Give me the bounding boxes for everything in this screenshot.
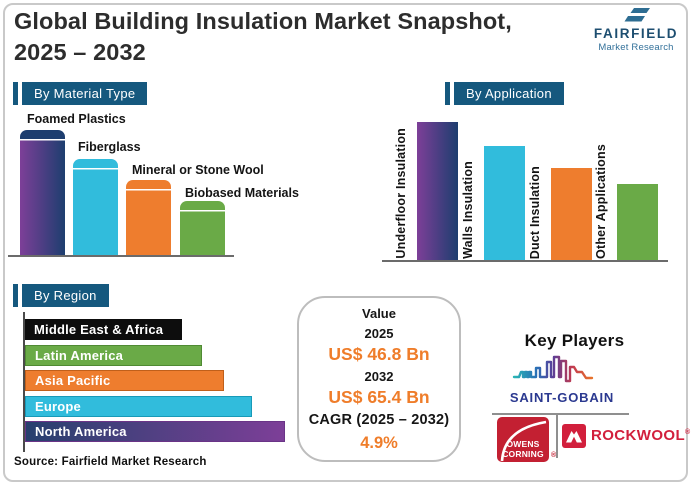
- bar-underfloor-insulation: [417, 122, 458, 260]
- rockwool-registered-mark: ®: [685, 429, 691, 436]
- rockwool-label: ROCKWOOL®: [591, 427, 691, 444]
- rockwool-logo-icon: [562, 424, 586, 448]
- brand-subtitle: Market Research: [598, 41, 674, 53]
- badge-accent-bar: [13, 82, 18, 105]
- section-badge-region: By Region: [13, 284, 109, 307]
- swoosh-curve-icon: [500, 420, 547, 462]
- bar-other-applications: [617, 184, 658, 260]
- badge-accent-bar: [13, 284, 18, 307]
- region-bar-label: Middle East & Africa: [34, 322, 164, 337]
- bar-duct-insulation: [551, 168, 592, 260]
- bar-mineral-stone-wool: [126, 180, 171, 255]
- badge-accent-bar: [445, 82, 450, 105]
- bar-label-mineral-stone-wool: Mineral or Stone Wool: [132, 163, 264, 177]
- saint-gobain-logo: SAINT-GOBAIN: [492, 354, 632, 405]
- saint-gobain-label: SAINT-GOBAIN: [509, 390, 615, 405]
- page-title: Global Building Insulation Market Snapsh…: [14, 6, 579, 67]
- bar-biobased-materials: [180, 201, 225, 255]
- owens-corning-registered-mark: ®: [551, 452, 557, 459]
- owens-line1: OWENS: [506, 439, 540, 450]
- section-badge-application: By Application: [445, 82, 564, 105]
- bar-latin-america: Latin America: [25, 345, 202, 366]
- bar-label-duct-insulation: Duct Insulation: [528, 165, 542, 259]
- cagr-value: 4.9%: [360, 433, 398, 452]
- fairfield-brand-logo: FAIRFIELD Market Research: [590, 8, 682, 53]
- bar-asia-pacific: Asia Pacific: [25, 370, 224, 391]
- value-2025: US$ 46.8 Bn: [328, 344, 430, 365]
- bar-fiberglass: [73, 159, 118, 255]
- value-2032: US$ 65.4 Bn: [328, 387, 430, 408]
- badge-label: By Region: [22, 284, 109, 307]
- material-chart-baseline: [8, 255, 234, 257]
- skyline-icon: [512, 355, 594, 383]
- owens-corning-logo: OWENS CORNING: [497, 417, 549, 462]
- rockwool-wordmark: ROCKWOOL: [591, 427, 686, 444]
- bar-label-foamed-plastics: Foamed Plastics: [27, 112, 126, 126]
- key-players-heading: Key Players: [524, 331, 625, 350]
- region-bar-label: North America: [35, 424, 127, 439]
- badge-label: By Application: [454, 82, 564, 105]
- region-chart-axis: [23, 312, 25, 452]
- owens-line2: CORNING: [502, 448, 544, 459]
- bar-walls-insulation: [484, 146, 525, 260]
- bar-label-fiberglass: Fiberglass: [78, 140, 141, 154]
- page-title-line2: 2025 – 2032: [14, 38, 146, 65]
- badge-label: By Material Type: [22, 82, 148, 105]
- owens-corning-label: OWENS CORNING: [497, 439, 549, 459]
- key-players-divider-horizontal: [492, 413, 629, 415]
- source-note: Source: Fairfield Market Research: [14, 456, 207, 468]
- page-title-line1: Global Building Insulation Market Snapsh…: [14, 8, 512, 34]
- bar-label-underfloor-insulation: Underfloor Insulation: [394, 128, 408, 259]
- section-badge-material-type: By Material Type: [13, 82, 148, 105]
- bar-label-other-applications: Other Applications: [594, 144, 608, 259]
- bar-label-biobased-materials: Biobased Materials: [185, 186, 299, 200]
- value-box-title: Value: [362, 306, 396, 322]
- volcano-icon: [566, 431, 582, 443]
- region-bar-label: Europe: [35, 399, 81, 414]
- bar-label-walls-insulation: Walls Insulation: [461, 161, 475, 259]
- bar-europe: Europe: [25, 396, 252, 417]
- region-bar-label: Asia Pacific: [35, 373, 111, 388]
- value-year-2025: 2025: [364, 325, 394, 341]
- value-year-2032: 2032: [364, 368, 394, 384]
- bar-north-america: North America: [25, 421, 285, 442]
- key-players-divider-vertical: [556, 413, 558, 458]
- fairfield-flag-icon: [624, 8, 650, 22]
- cagr-label: CAGR (2025 – 2032): [308, 411, 450, 428]
- application-chart-baseline: [382, 260, 668, 262]
- bar-foamed-plastics: [20, 130, 65, 255]
- bar-middle-east-africa: Middle East & Africa: [25, 319, 182, 340]
- brand-name: FAIRFIELD: [593, 26, 679, 41]
- region-bar-label: Latin America: [35, 348, 124, 363]
- market-value-box: Value 2025 US$ 46.8 Bn 2032 US$ 65.4 Bn …: [297, 296, 461, 462]
